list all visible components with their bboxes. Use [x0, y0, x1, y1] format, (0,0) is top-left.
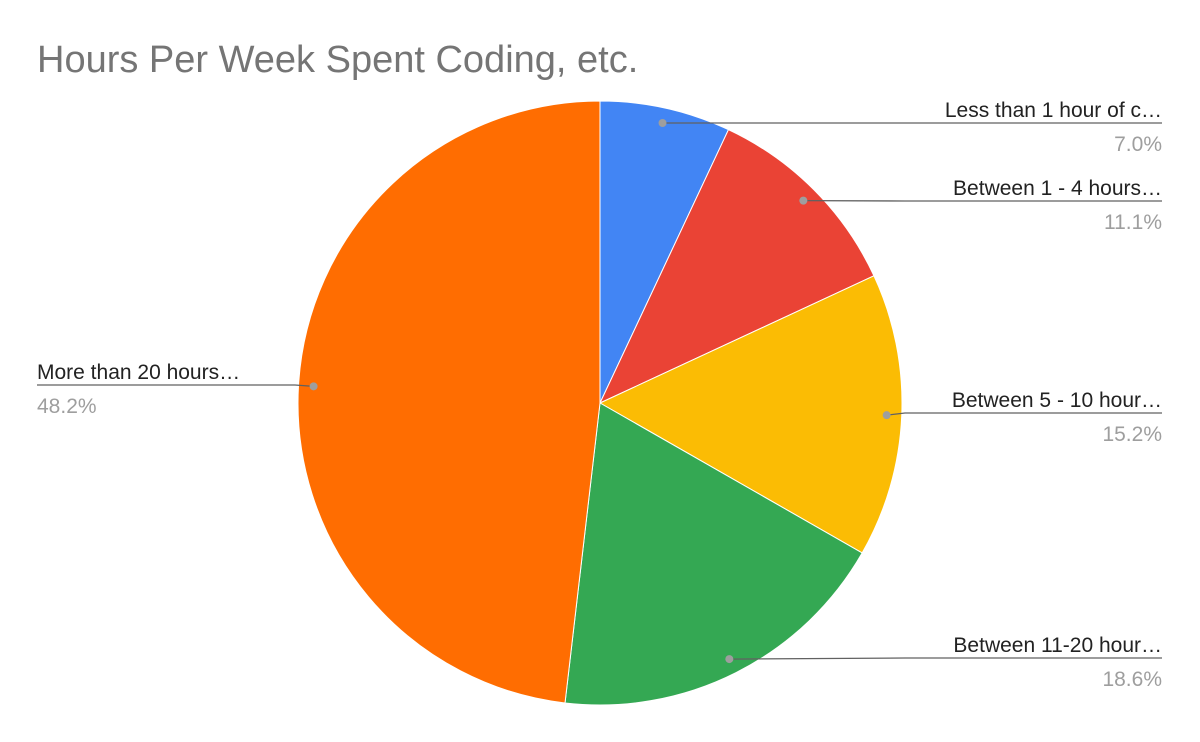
pie-slice-4	[564, 402, 863, 706]
slice-label-percent: 48.2%	[37, 395, 97, 418]
pie-slice-1	[599, 100, 730, 404]
pie-slice-3	[598, 275, 903, 554]
leader-dot	[725, 655, 734, 664]
slice-label-5: More than 20 hours… 48.2%	[37, 361, 318, 418]
chart-title: Hours Per Week Spent Coding, etc.	[37, 39, 638, 81]
leader-line	[886, 412, 1162, 416]
slice-label-3: Between 5 - 10 hour… 15.2%	[882, 389, 1162, 446]
slice-label-name: Between 11-20 hour…	[953, 634, 1162, 657]
slice-label-percent: 11.1%	[1104, 211, 1162, 234]
slice-label-percent: 15.2%	[1102, 423, 1162, 446]
slice-label-1: Less than 1 hour of c… 7.0%	[658, 99, 1162, 156]
pie-slice-5	[297, 100, 601, 704]
slice-label-name: Between 5 - 10 hour…	[952, 389, 1162, 412]
leader-line	[37, 384, 314, 387]
leader-dot	[658, 118, 667, 127]
slice-label-name: Between 1 - 4 hours…	[953, 177, 1162, 200]
pie-slices	[297, 100, 903, 706]
slice-labels: Less than 1 hour of c… 7.0% Between 1 - 4 …	[37, 99, 1162, 691]
slice-label-percent: 7.0%	[1114, 133, 1162, 156]
leader-dot	[309, 382, 318, 391]
slice-label-name: Less than 1 hour of c…	[945, 99, 1162, 122]
leader-line	[729, 657, 1162, 660]
slice-label-name: More than 20 hours…	[37, 361, 240, 384]
leader-dot	[882, 411, 891, 420]
slice-label-4: Between 11-20 hour… 18.6%	[725, 634, 1162, 691]
leader-dot	[799, 196, 808, 205]
slice-label-2: Between 1 - 4 hours… 11.1%	[799, 177, 1162, 234]
slice-label-percent: 18.6%	[1102, 668, 1162, 691]
